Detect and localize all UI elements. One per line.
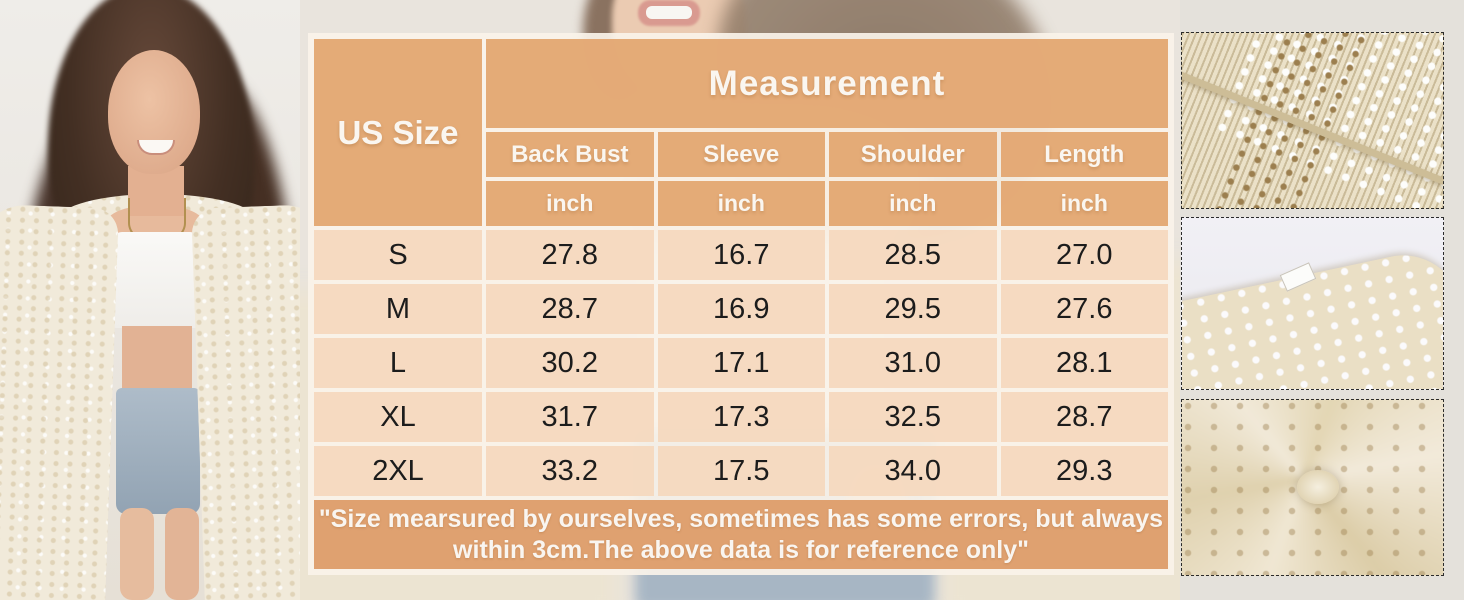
value-cell: 32.5 <box>829 392 997 442</box>
unit-cell-shoulder: inch <box>829 181 997 226</box>
value-cell: 28.5 <box>829 230 997 280</box>
unit-cell-sleeve: inch <box>657 181 825 226</box>
disclaimer-line-2: within 3cm.The above data is for referen… <box>453 535 1029 564</box>
size-table: US Size Measurement Back Bust Sleeve Sho… <box>308 33 1174 575</box>
white-crop-top <box>112 232 200 328</box>
disclaimer-note: "Size mearsured by ourselves, sometimes … <box>314 500 1168 569</box>
size-cell-xl: XL <box>314 392 482 442</box>
unit-cell-back-bust: inch <box>486 181 654 226</box>
value-cell: 17.3 <box>657 392 825 442</box>
value-cell: 28.7 <box>1000 392 1168 442</box>
model-leg-left <box>120 508 154 600</box>
column-header-sleeve: Sleeve <box>657 132 825 177</box>
denim-shorts <box>116 388 200 514</box>
value-cell: 27.8 <box>486 230 654 280</box>
column-header-back-bust: Back Bust <box>486 132 654 177</box>
value-cell: 29.5 <box>829 284 997 334</box>
value-cell: 27.0 <box>1000 230 1168 280</box>
disclaimer-line-1: "Size mearsured by ourselves, sometimes … <box>318 504 1164 533</box>
measurement-header: Measurement <box>486 39 1168 128</box>
fabric-detail-photo-2 <box>1181 217 1444 390</box>
model-photo <box>0 0 310 600</box>
column-header-shoulder: Shoulder <box>829 132 997 177</box>
value-cell: 30.2 <box>486 338 654 388</box>
column-header-length: Length <box>1000 132 1168 177</box>
us-size-header: US Size <box>314 39 482 226</box>
size-cell-l: L <box>314 338 482 388</box>
value-cell: 34.0 <box>829 446 997 496</box>
value-cell: 27.6 <box>1000 284 1168 334</box>
fabric-detail-photo-1 <box>1181 32 1444 209</box>
model-midriff <box>122 326 192 394</box>
value-cell: 16.9 <box>657 284 825 334</box>
fabric-detail-photo-3 <box>1181 399 1444 576</box>
value-cell: 29.3 <box>1000 446 1168 496</box>
size-cell-s: S <box>314 230 482 280</box>
unit-cell-length: inch <box>1000 181 1168 226</box>
value-cell: 31.0 <box>829 338 997 388</box>
backdrop-teeth <box>646 6 692 19</box>
fabric-swirl-center <box>1296 470 1339 504</box>
value-cell: 17.5 <box>657 446 825 496</box>
cardigan-panel-left <box>0 203 119 600</box>
size-cell-m: M <box>314 284 482 334</box>
value-cell: 28.7 <box>486 284 654 334</box>
value-cell: 33.2 <box>486 446 654 496</box>
value-cell: 16.7 <box>657 230 825 280</box>
cardigan-shoulder-closeup <box>1182 244 1443 389</box>
model-leg-right <box>165 508 199 600</box>
value-cell: 31.7 <box>486 392 654 442</box>
size-cell-2xl: 2XL <box>314 446 482 496</box>
model-face <box>108 50 200 174</box>
value-cell: 28.1 <box>1000 338 1168 388</box>
value-cell: 17.1 <box>657 338 825 388</box>
cardigan-panel-right <box>191 203 310 600</box>
